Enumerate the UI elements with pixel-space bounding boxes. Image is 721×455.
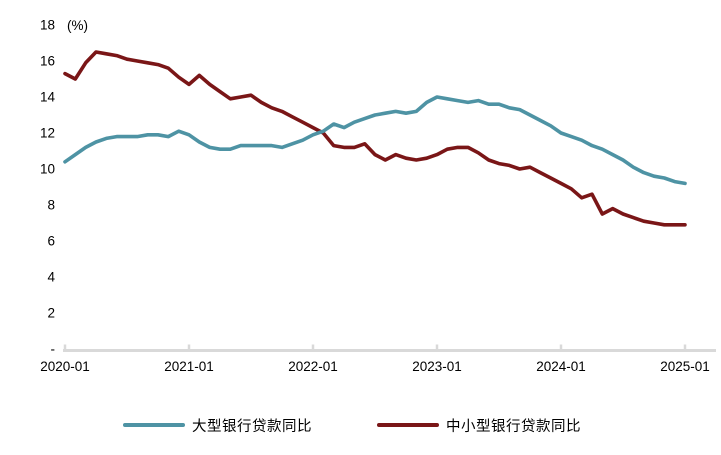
legend-line-small-medium-banks-icon xyxy=(377,423,439,427)
series-line-large-banks xyxy=(63,95,687,186)
chart-legend: 大型银行贷款同比 中小型银行贷款同比 xyxy=(0,413,721,437)
y-axis-tick-label: - xyxy=(51,342,56,357)
series-line-small-medium-banks xyxy=(63,50,687,227)
y-axis-tick-label: 12 xyxy=(40,126,55,141)
y-axis-tick-label: 18 xyxy=(40,18,55,33)
x-axis-tick-label: 2023-01 xyxy=(412,359,462,374)
y-axis-tick-label: 2 xyxy=(47,306,55,321)
y-axis-tick-label: 8 xyxy=(47,198,55,213)
loan-growth-line-chart: 2020-01 2021-01 2022-01 2023-01 2024-01 2025-… xyxy=(40,18,716,374)
y-axis-tick-label: 16 xyxy=(40,54,55,69)
legend-line-large-banks-icon xyxy=(123,423,185,427)
y-axis-tick-label: 6 xyxy=(47,234,55,249)
y-axis-tick-label: 4 xyxy=(47,270,55,285)
y-axis-tick-label: 10 xyxy=(40,162,55,177)
y-axis-tick-label: 14 xyxy=(40,90,56,105)
legend-label-small-medium-banks: 中小型银行贷款同比 xyxy=(446,418,581,435)
legend-item-small-medium-banks: 中小型银行贷款同比 xyxy=(377,413,581,437)
x-axis-tick-label: 2025-01 xyxy=(660,359,710,374)
legend-item-large-banks: 大型银行贷款同比 xyxy=(123,413,312,437)
y-axis-unit-label: (%) xyxy=(67,18,88,33)
x-axis-tick-label: 2020-01 xyxy=(40,359,90,374)
legend-label-large-banks: 大型银行贷款同比 xyxy=(192,418,312,435)
x-axis-tick-label: 2021-01 xyxy=(164,359,214,374)
x-axis-tick-label: 2024-01 xyxy=(536,359,586,374)
x-axis-tick-label: 2022-01 xyxy=(288,359,338,374)
